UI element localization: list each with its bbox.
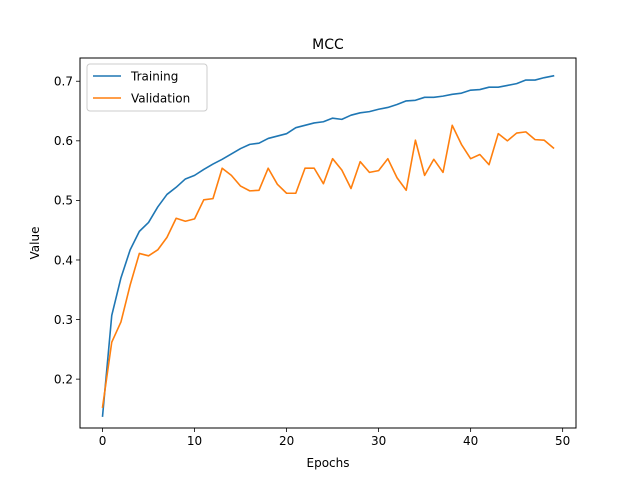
y-tick-label: 0.3: [54, 313, 73, 327]
series-layer: [101, 74, 555, 417]
y-tick-label: 0.4: [54, 253, 73, 267]
y-axis: 0.2 0.3 0.4 0.5 0.6 0.7: [54, 75, 80, 386]
legend: Training Validation: [86, 63, 208, 112]
series-line-training: [101, 74, 555, 417]
x-tick-label: 40: [463, 434, 478, 448]
x-tick-label: 0: [99, 434, 107, 448]
legend-label-validation: Validation: [131, 92, 190, 106]
x-tick-label: 50: [555, 434, 570, 448]
y-tick-label: 0.7: [54, 75, 73, 89]
chart-title: MCC: [312, 37, 344, 53]
y-tick-label: 0.2: [54, 372, 73, 386]
y-tick-label: 0.6: [54, 134, 73, 148]
series-line-validation: [101, 124, 555, 409]
x-tick-label: 10: [187, 434, 202, 448]
x-axis: 0 10 20 30 40 50: [99, 428, 570, 448]
legend-label-training: Training: [130, 70, 178, 84]
y-tick-label: 0.5: [54, 194, 73, 208]
x-tick-label: 30: [371, 434, 386, 448]
plot-frame: [79, 57, 577, 429]
x-axis-title: Epochs: [307, 456, 350, 470]
y-axis-title: Value: [28, 227, 42, 260]
x-tick-label: 20: [279, 434, 294, 448]
